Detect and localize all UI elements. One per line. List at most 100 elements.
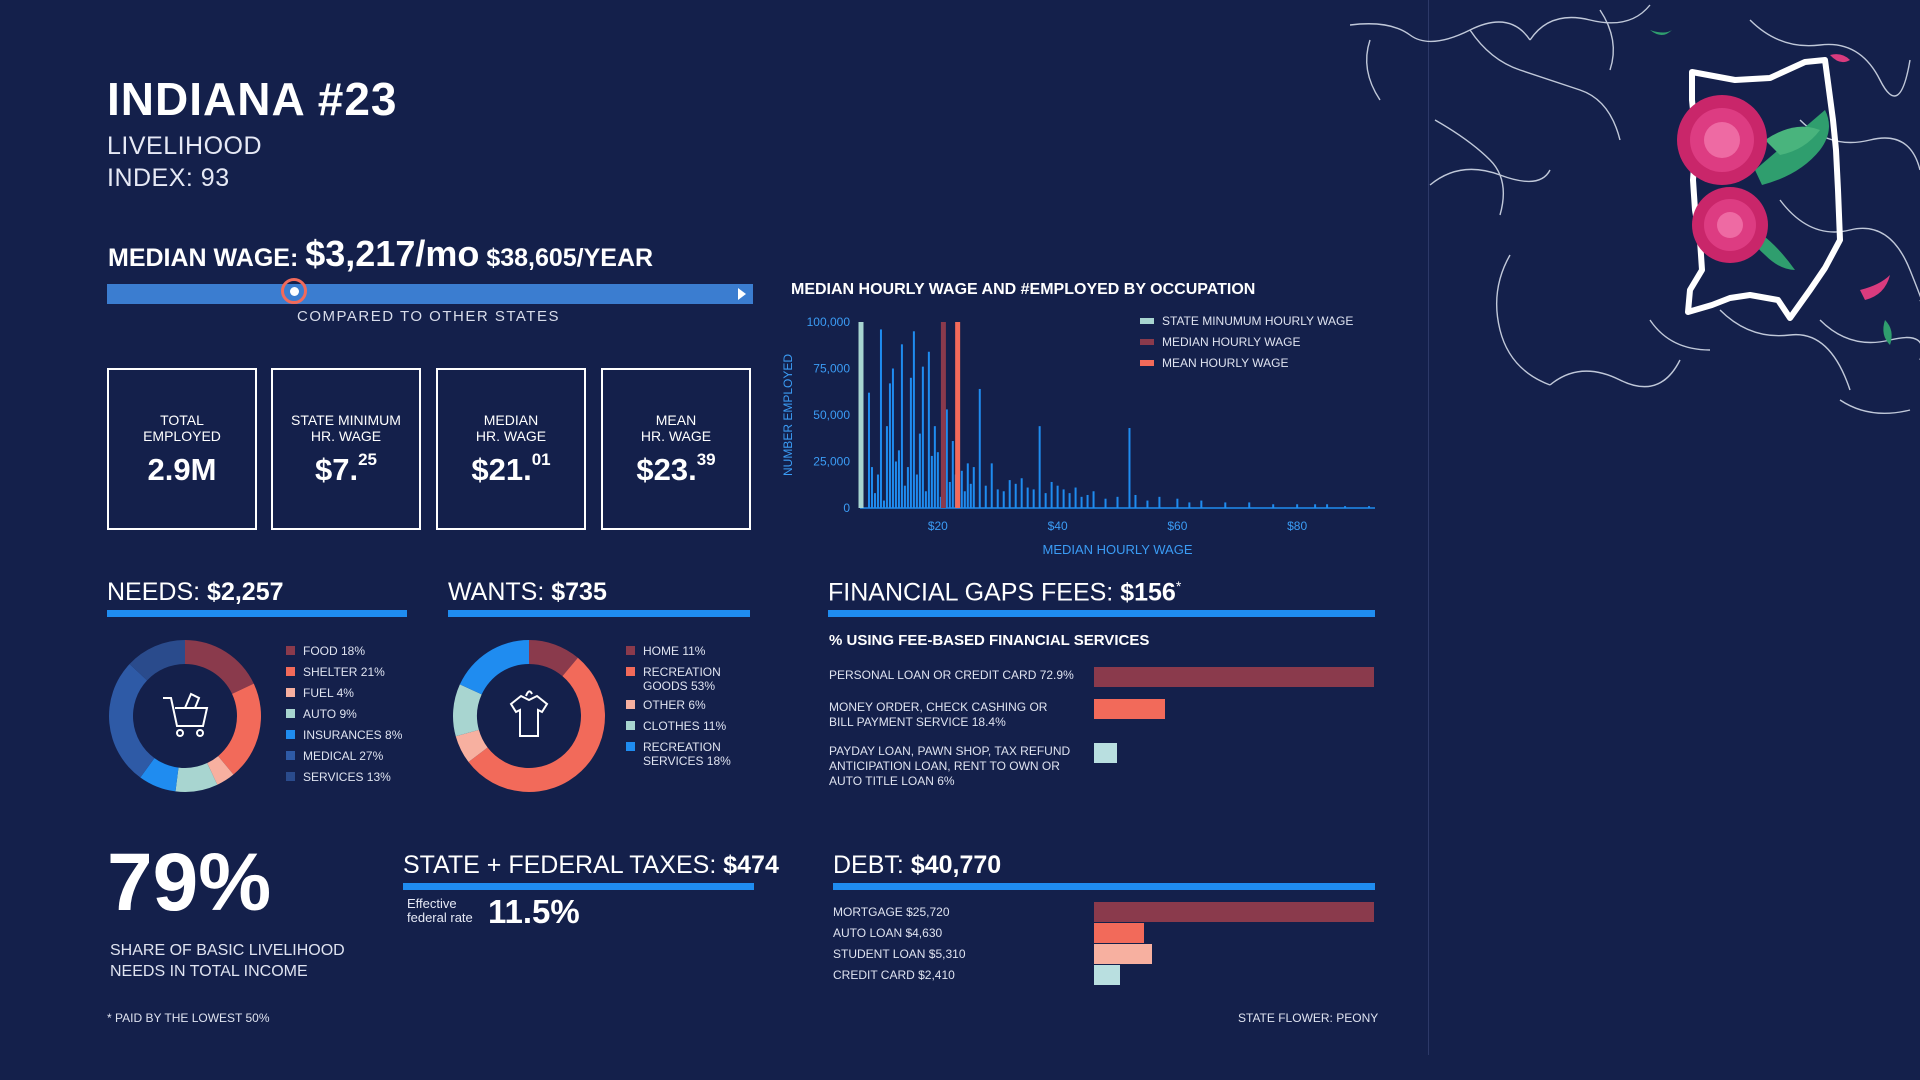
tax-rate-value: 11.5% (488, 893, 580, 930)
histogram-bar (1014, 483, 1017, 508)
histogram-bar (1368, 506, 1371, 508)
legend-label: SERVICES 13% (303, 770, 391, 784)
needs-donut-chart (109, 640, 261, 792)
legend-label-line: FUEL 4% (303, 686, 354, 700)
petal-icon (1830, 54, 1850, 63)
x-axis-label: MEDIAN HOURLY WAGE (1042, 542, 1192, 557)
legend-label: STATE MINUMUM HOURLY WAGE (1162, 314, 1353, 328)
x-tick-label: $60 (1167, 519, 1187, 533)
histogram-bar (1344, 506, 1347, 508)
stat-label: HR. WAGE (640, 428, 712, 444)
histogram-bar (873, 493, 876, 508)
donut-slice (529, 640, 578, 677)
wants-amount: $735 (551, 578, 607, 606)
fees-bar-label-line: PERSONAL LOAN OR CREDIT CARD 72.9% (829, 668, 1074, 682)
stat-value: $21. (471, 452, 532, 487)
debt-bar (1094, 923, 1145, 943)
legend-label-line: INSURANCES 8% (303, 728, 403, 742)
legend-item: CLOTHES 11% (626, 719, 731, 733)
page-title: INDIANA #23 (107, 73, 398, 125)
histogram-bar (963, 491, 966, 508)
debt-bar-label: CREDIT CARD $2,410 (833, 968, 955, 982)
leaf-icon (1883, 320, 1892, 345)
tax-rate-label-line1: Effective (407, 896, 457, 911)
donut-slice (455, 729, 488, 763)
stat-box-total-employed: TOTAL EMPLOYED 2.9M (107, 368, 257, 530)
median-wage-yearly: $38,605/YEAR (486, 244, 654, 272)
legend-item: HOME 11% (626, 644, 731, 658)
legend-label: AUTO 9% (303, 707, 357, 721)
taxes-underline (403, 883, 754, 890)
fees-label: FINANCIAL GAPS FEES: (828, 578, 1114, 607)
stat-cents: 39 (696, 450, 716, 469)
wage-rank-bar (107, 284, 753, 304)
histogram-bar (1224, 502, 1227, 508)
debt-bar-chart: MORTGAGE $25,720 AUTO LOAN $4,630 STUDENT … (833, 902, 1378, 992)
debt-heading: DEBT: $40,770 (833, 851, 1001, 880)
histogram-bar (900, 344, 903, 508)
fees-bar-label: MONEY ORDER, CHECK CASHING OR BILL PAYMEN… (829, 700, 1089, 730)
legend-swatch (286, 646, 295, 655)
legend-item: SERVICES 13% (286, 770, 402, 784)
histogram-bar (1188, 502, 1191, 508)
stat-box-median-wage: MEDIAN HR. WAGE $21.01 (436, 368, 586, 530)
histogram-bar (921, 366, 924, 508)
river-lines (1350, 4, 1920, 415)
legend-label-line: CLOTHES 11% (643, 719, 727, 733)
reference-line (940, 322, 946, 508)
page-subtitle-line2: INDEX: 93 (107, 164, 230, 192)
histogram-bar (888, 383, 891, 508)
legend-swatch (626, 667, 635, 676)
wage-chart-title: MEDIAN HOURLY WAGE AND #EMPLOYED BY OCCU… (791, 281, 1256, 298)
hanger-hook (525, 690, 533, 697)
fees-underline (828, 610, 1375, 617)
cart-body (163, 697, 209, 727)
legend-label: FUEL 4% (303, 686, 354, 700)
debt-bar (1094, 944, 1152, 964)
histogram-bar (891, 368, 894, 508)
legend-swatch (286, 709, 295, 718)
histogram-bar (1002, 491, 1005, 508)
tax-rate-label-line2: federal rate (407, 910, 473, 925)
histogram-bar (933, 426, 936, 508)
donut-slice (175, 763, 218, 792)
histogram-bar (1008, 480, 1011, 508)
leaf-icon (1650, 30, 1672, 35)
histogram-bar (1056, 485, 1059, 508)
share-percentage: 79% (107, 837, 272, 928)
shopping-cart-icon (163, 692, 209, 737)
legend-label-line: HOME 11% (643, 644, 706, 658)
donut-slice (140, 758, 179, 792)
histogram-bar (978, 388, 981, 508)
donut-slice (109, 663, 155, 778)
histogram-bar (948, 481, 951, 508)
side-divider (1428, 0, 1429, 1055)
histogram-bar (903, 485, 906, 508)
legend-label: CLOTHES 11% (643, 719, 726, 733)
legend-item: SHELTER 21% (286, 665, 402, 679)
histogram-bar (1032, 489, 1035, 508)
wants-heading: WANTS: $735 (448, 578, 607, 607)
wants-donut-chart (453, 640, 605, 793)
taxes-heading: STATE + FEDERAL TAXES: $474 (403, 851, 779, 880)
stat-value: $7. (314, 452, 359, 487)
y-tick-label: 100,000 (807, 315, 851, 329)
histogram-bar (915, 474, 918, 508)
histogram-bar (1176, 498, 1179, 508)
wants-underline (448, 610, 750, 617)
fees-bar-label: PAYDAY LOAN, PAWN SHOP, TAX REFUND ANTICI… (829, 744, 1089, 789)
fees-heading: FINANCIAL GAPS FEES: $156* (828, 578, 1181, 607)
x-tick-label: $20 (928, 519, 948, 533)
legend-label: MEAN HOURLY WAGE (1162, 356, 1288, 370)
legend-label: INSURANCES 8% (303, 728, 402, 742)
fees-bar-label-line: MONEY ORDER, CHECK CASHING OR (829, 700, 1048, 714)
donut-slice (207, 756, 234, 785)
legend-label: FOOD 18% (303, 644, 365, 658)
fees-bar-label-line: BILL PAYMENT SERVICE 18.4% (829, 715, 1006, 729)
x-tick-label: $80 (1287, 519, 1307, 533)
histogram-bar (1026, 487, 1029, 508)
fees-bar (1094, 699, 1165, 719)
legend-label: HOME 11% (643, 644, 705, 658)
share-caption-line1: SHARE OF BASIC LIVELIHOOD (110, 942, 345, 959)
histogram-bar (936, 452, 939, 508)
